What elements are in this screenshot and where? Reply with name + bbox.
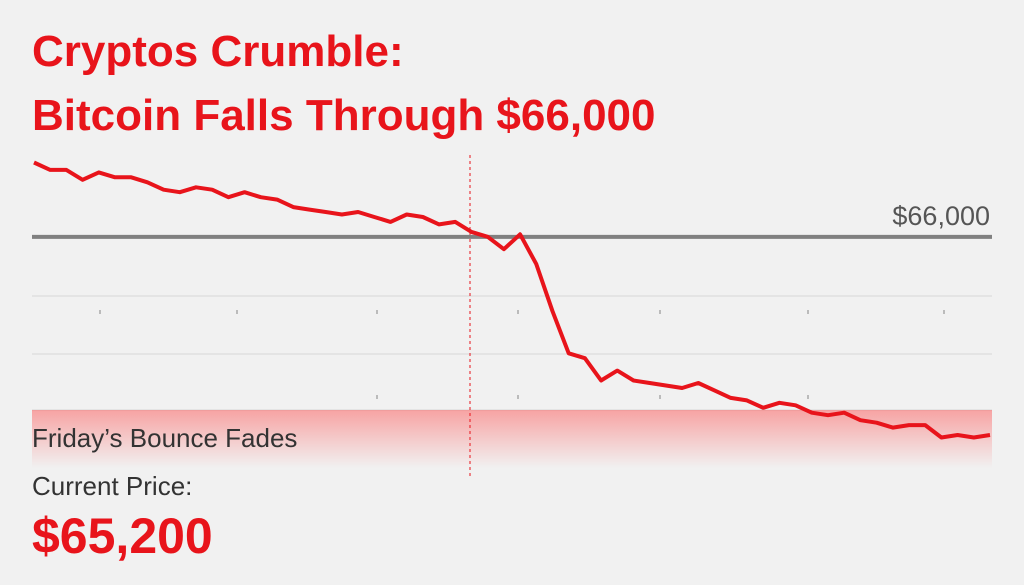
- annotation: Current Price:: [32, 471, 192, 501]
- chart-title: Bitcoin Falls Through $66,000: [32, 91, 655, 140]
- current-price: $65,200: [32, 508, 213, 564]
- tick-decor: [99, 310, 945, 399]
- annotation: Friday’s Bounce Fades: [32, 423, 297, 453]
- chart-title: Cryptos Crumble:: [32, 27, 404, 76]
- reference-label: $66,000: [892, 201, 990, 231]
- highlight-band: [32, 410, 992, 468]
- plot: $66,000: [32, 160, 992, 440]
- price-line: [33, 160, 991, 440]
